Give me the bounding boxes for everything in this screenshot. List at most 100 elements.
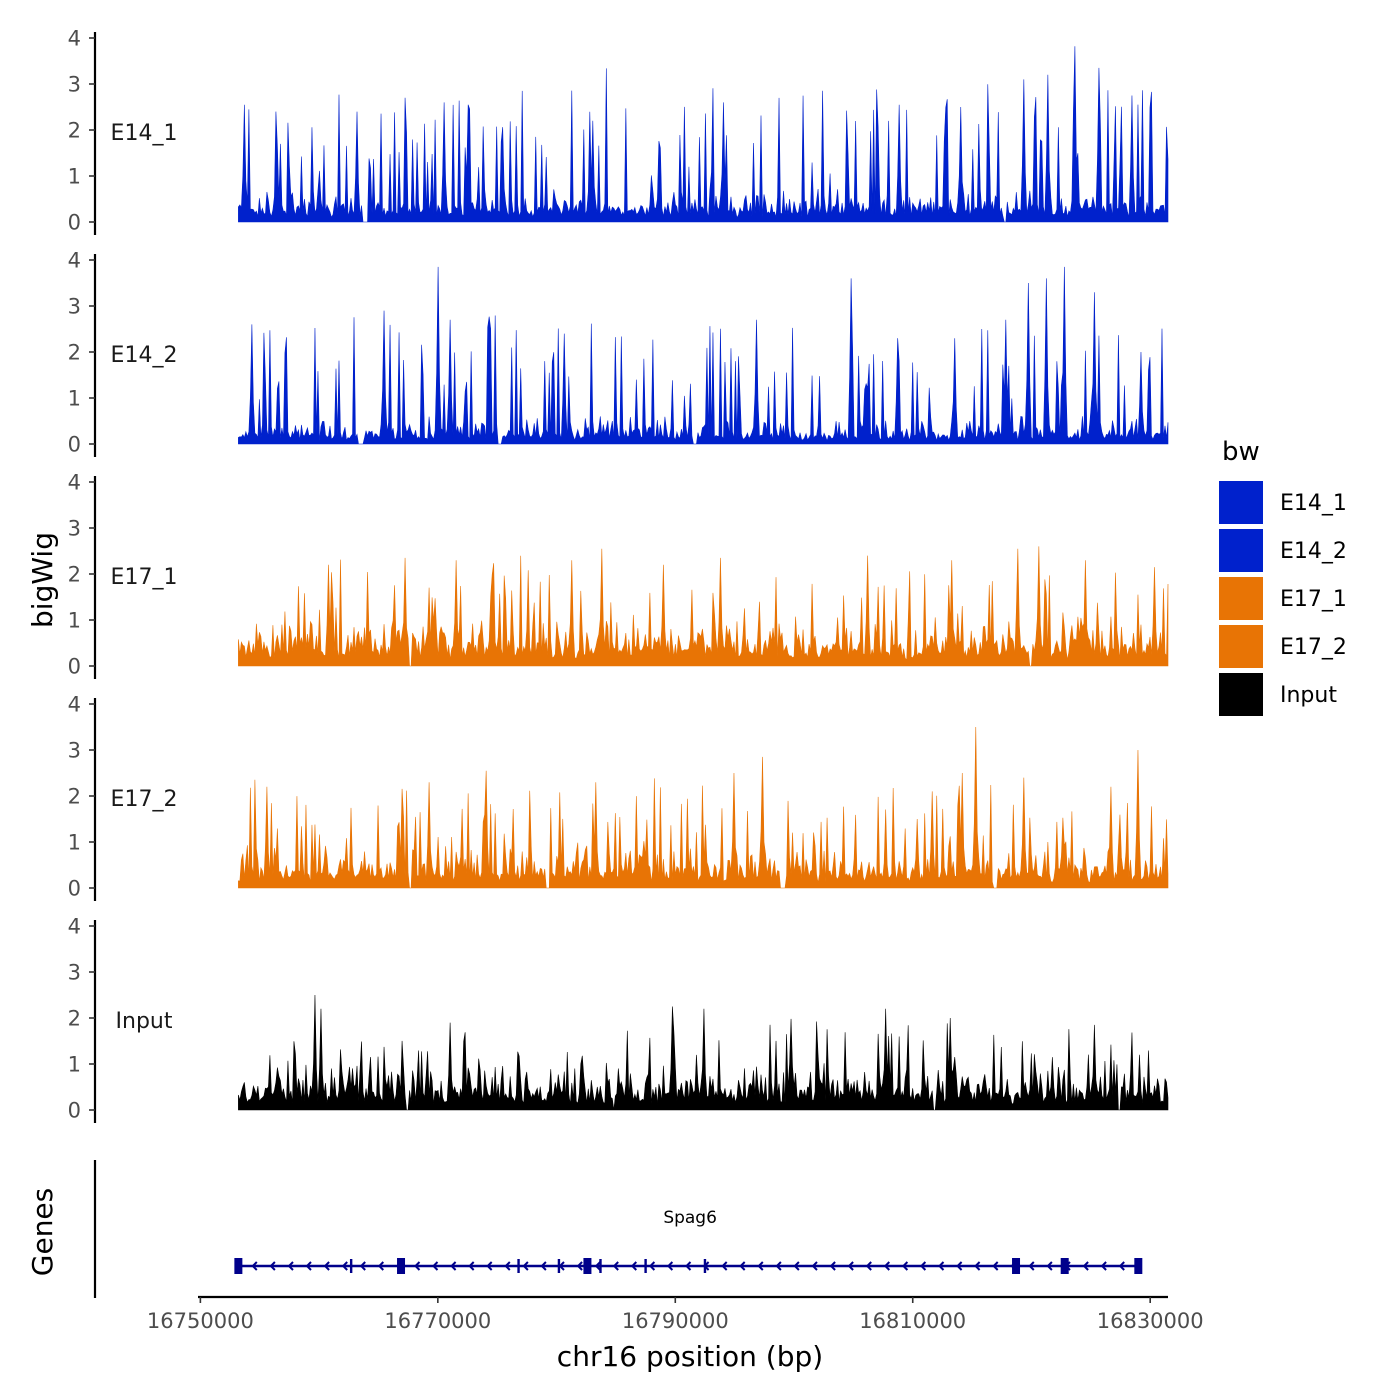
- gene-exon-small: [557, 1259, 561, 1273]
- track-Input: 0 1 2 3 4 Input: [68, 915, 1169, 1123]
- strand-arrow: [757, 1261, 764, 1271]
- strand-arrow: [721, 1261, 728, 1271]
- legend: E14_1 E14_2 E17_1 E17_2 Input: [1219, 481, 1347, 716]
- strand-arrow: [630, 1261, 638, 1271]
- genes-layer: Spag6: [93, 1160, 1143, 1298]
- legend-label: E14_1: [1280, 491, 1347, 516]
- strand-arrow: [938, 1261, 945, 1271]
- strand-arrow: [504, 1261, 511, 1271]
- strand-arrow: [341, 1261, 348, 1271]
- y-tick-label: 3: [68, 295, 81, 319]
- strand-arrow: [450, 1261, 457, 1271]
- strand-arrow: [793, 1261, 800, 1271]
- y-tick-label: 3: [68, 961, 81, 985]
- strand-arrow: [829, 1261, 836, 1271]
- strand-arrow: [811, 1261, 818, 1271]
- track-label: E17_1: [111, 565, 178, 590]
- y-tick-label: 4: [68, 693, 81, 717]
- signal-area-E17_2: [238, 726, 1169, 889]
- strand-arrow: [576, 1261, 583, 1271]
- y-tick-label: 4: [68, 471, 81, 495]
- track-label: E14_2: [111, 343, 178, 368]
- legend-label: E14_2: [1280, 539, 1347, 564]
- strand-arrow: [974, 1261, 981, 1271]
- strand-arrow: [540, 1261, 547, 1271]
- legend-label: E17_2: [1280, 635, 1347, 660]
- strand-arrow: [287, 1261, 294, 1271]
- track-E14_2: 0 1 2 3 4 E14_2: [68, 249, 1169, 457]
- gene-exon: [1060, 1258, 1069, 1274]
- strand-arrow: [1100, 1261, 1107, 1271]
- track-E17_1: 0 1 2 3 4 E17_1: [68, 471, 1169, 679]
- legend-key-E14_2: [1219, 529, 1263, 572]
- y-tick-label: 4: [68, 249, 81, 273]
- y-tick-label: 2: [68, 341, 81, 365]
- y-tick-label: 2: [68, 563, 81, 587]
- legend-title: bw: [1222, 437, 1260, 467]
- y-tick-label: 2: [68, 119, 81, 143]
- y-tick-label: 1: [68, 1053, 81, 1077]
- y-tick-label: 3: [68, 73, 81, 97]
- x-tick-label: 16770000: [384, 1309, 491, 1333]
- strand-arrow: [739, 1261, 746, 1271]
- y-tick-label: 1: [68, 831, 81, 855]
- strand-arrow: [1082, 1261, 1089, 1271]
- strand-arrow: [323, 1261, 330, 1271]
- y-tick-label: 1: [68, 165, 81, 189]
- gene-exon-small: [349, 1259, 353, 1273]
- strand-arrow: [305, 1261, 312, 1271]
- track-E17_2: 0 1 2 3 4 E17_2: [68, 693, 1169, 901]
- signal-area-E17_1: [238, 546, 1169, 667]
- strand-arrow: [522, 1261, 529, 1271]
- y-tick-label: 2: [68, 1007, 81, 1031]
- strand-arrow: [1118, 1261, 1125, 1271]
- legend-key-E14_1: [1219, 481, 1263, 524]
- x-tick-label: 16790000: [622, 1309, 729, 1333]
- strand-arrow: [847, 1261, 854, 1271]
- strand-arrow: [594, 1261, 601, 1271]
- y-tick-label: 4: [68, 27, 81, 51]
- y-tick-label: 4: [68, 915, 81, 939]
- strand-arrow: [648, 1261, 656, 1271]
- y-tick-label: 1: [68, 609, 81, 633]
- legend-key-E17_2: [1219, 625, 1263, 668]
- x-tick-label: 16810000: [859, 1309, 966, 1333]
- track-E14_1: 0 1 2 3 4 E14_1: [68, 27, 1169, 235]
- strand-arrow: [883, 1261, 891, 1271]
- track-label: E17_2: [111, 787, 178, 812]
- gene-exon-small: [703, 1259, 707, 1273]
- strand-arrow: [685, 1261, 692, 1271]
- y-tick-label: 0: [68, 433, 81, 457]
- gene-exon: [234, 1258, 243, 1274]
- signal-area-E14_2: [238, 266, 1169, 445]
- gene-exon-small: [599, 1259, 602, 1273]
- legend-label: Input: [1280, 683, 1337, 708]
- y-tick-label: 0: [68, 655, 81, 679]
- strand-arrow: [919, 1261, 927, 1271]
- tracks-layer: 0 1 2 3 4 E14_1 0 1 2 3 4 E14_2 0 1 2 3 4 E17_1 0 1 2 3 4 E17_2…: [68, 27, 1169, 1123]
- legend-label: E17_1: [1280, 587, 1347, 612]
- strand-arrow: [865, 1261, 872, 1271]
- y-tick-label: 3: [68, 739, 81, 763]
- x-tick-label: 16830000: [1097, 1309, 1204, 1333]
- strand-arrow: [432, 1261, 439, 1271]
- strand-arrow: [992, 1261, 999, 1271]
- x-axis-title: chr16 position (bp): [557, 1340, 823, 1373]
- y-tick-label: 2: [68, 785, 81, 809]
- track-label: E14_1: [111, 121, 178, 146]
- legend-key-E17_1: [1219, 577, 1263, 620]
- gene-Spag6: Spag6: [234, 1208, 1143, 1274]
- signal-area-E14_1: [238, 46, 1169, 223]
- signal-area-Input: [238, 994, 1169, 1111]
- strand-arrow: [486, 1261, 493, 1271]
- y-tick-label: 0: [68, 877, 81, 901]
- strand-arrow: [775, 1261, 782, 1271]
- gene-exon-small: [644, 1259, 647, 1273]
- x-tick-label: 16750000: [147, 1309, 254, 1333]
- genes-axis-title: Genes: [26, 1188, 59, 1276]
- track-label: Input: [116, 1009, 173, 1034]
- y-tick-label: 1: [68, 387, 81, 411]
- strand-arrow: [468, 1261, 475, 1271]
- strand-arrow: [269, 1261, 276, 1271]
- strand-arrow: [956, 1261, 963, 1271]
